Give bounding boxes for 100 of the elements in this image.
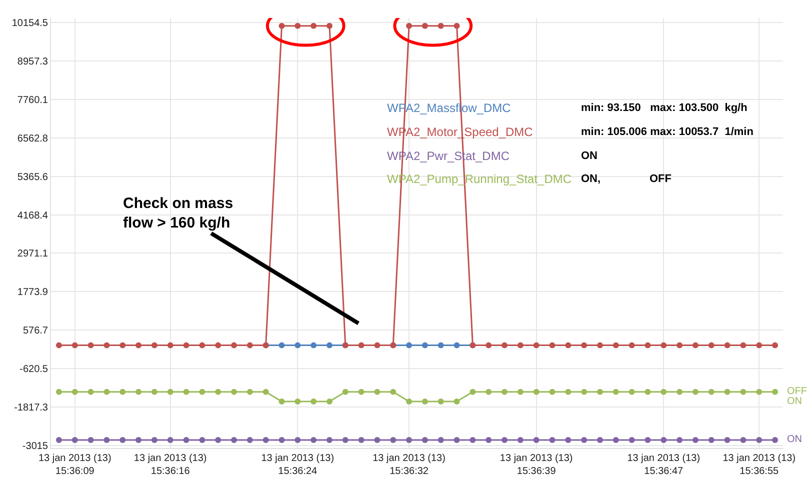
point: [104, 436, 110, 443]
point: [215, 388, 222, 395]
text: ON: [787, 396, 802, 407]
point: [246, 388, 253, 395]
point: [326, 436, 332, 443]
text: ON: [787, 434, 802, 445]
x-tick-label: 13 jan 2013 (13) 15:36:32: [372, 453, 446, 477]
y-tick-label: 4168.4: [17, 210, 48, 222]
point: [88, 436, 94, 443]
point: [676, 436, 683, 443]
point: [358, 388, 364, 395]
x-tick-label: 13 jan 2013 (13) 15:36:47: [627, 453, 700, 477]
point: [374, 342, 380, 348]
point: [756, 436, 762, 443]
point: [326, 398, 332, 404]
x-tick-label: 13 jan 2013 (13) 15:36:39: [500, 453, 573, 477]
point: [565, 388, 572, 395]
point: [183, 342, 190, 348]
point: [406, 436, 412, 443]
point: [756, 388, 762, 395]
point: [278, 342, 285, 348]
point: [660, 342, 667, 348]
point: [136, 342, 142, 348]
y-tick-label: -1817.3: [14, 402, 48, 414]
point: [628, 342, 635, 348]
point: [565, 342, 572, 348]
point: [72, 342, 78, 348]
point: [724, 342, 730, 348]
point: [486, 342, 492, 348]
point: [374, 436, 380, 443]
point: [72, 388, 78, 395]
point: [136, 436, 142, 443]
point: [167, 436, 174, 443]
point: [628, 388, 635, 395]
point: [708, 388, 714, 395]
point: [676, 388, 683, 395]
point: [104, 388, 110, 395]
point: [438, 436, 444, 443]
point: [533, 388, 540, 395]
point: [486, 436, 492, 443]
point: [772, 436, 778, 443]
y-tick-label: 576.7: [22, 326, 48, 337]
point: [660, 388, 667, 395]
point: [612, 342, 619, 348]
point: [549, 388, 556, 395]
y-tick-label: 7760.1: [17, 95, 48, 106]
point: [56, 388, 62, 395]
point: [167, 388, 174, 395]
annotation: min: 93.150 max: 103.500 kg/h: [581, 102, 748, 114]
point: [581, 388, 588, 395]
point: [120, 388, 126, 395]
point: [246, 342, 253, 348]
point: [215, 436, 222, 443]
point: [120, 436, 126, 443]
point: [326, 342, 332, 348]
point: [422, 398, 428, 404]
point: [151, 388, 158, 395]
point: [104, 342, 110, 348]
point: [517, 342, 524, 348]
point: [56, 436, 62, 443]
point: [199, 388, 206, 395]
point: [136, 388, 142, 395]
point: [326, 22, 332, 29]
point: [740, 436, 746, 443]
y-tick-label: 5365.6: [17, 172, 48, 183]
point: [692, 342, 698, 348]
point: [628, 436, 635, 443]
point: [278, 398, 285, 404]
point: [278, 436, 285, 443]
point: [56, 342, 62, 348]
point: [342, 436, 348, 443]
point: [438, 342, 444, 348]
point: [644, 436, 651, 443]
point: [597, 388, 603, 395]
x-tick-label: 13 jan 2013 (13) 15:36:55: [722, 453, 796, 477]
y-tick-label: 8957.3: [17, 56, 48, 68]
point: [390, 436, 396, 443]
point: [310, 436, 317, 443]
y-tick-label: 1773.9: [17, 287, 48, 298]
y-tick-label: -3015: [22, 440, 48, 452]
annotation: min: 105.006 max: 10053.7 1/min: [581, 126, 754, 138]
point: [549, 342, 556, 348]
point: [406, 342, 412, 348]
point: [88, 342, 94, 348]
y-tick-label: 2971.1: [17, 248, 48, 260]
point: [358, 436, 364, 443]
point: [724, 388, 730, 395]
point: [278, 22, 285, 29]
point: [438, 22, 444, 29]
point: [772, 342, 778, 348]
point: [517, 388, 524, 395]
text: OFF: [787, 386, 807, 397]
point: [772, 388, 778, 395]
point: [422, 22, 428, 29]
y-tick-label: 10154.5: [12, 18, 48, 30]
point: [565, 436, 572, 443]
annotation: ON: [581, 150, 598, 162]
point: [294, 398, 301, 404]
point: [517, 436, 524, 443]
point: [708, 342, 714, 348]
